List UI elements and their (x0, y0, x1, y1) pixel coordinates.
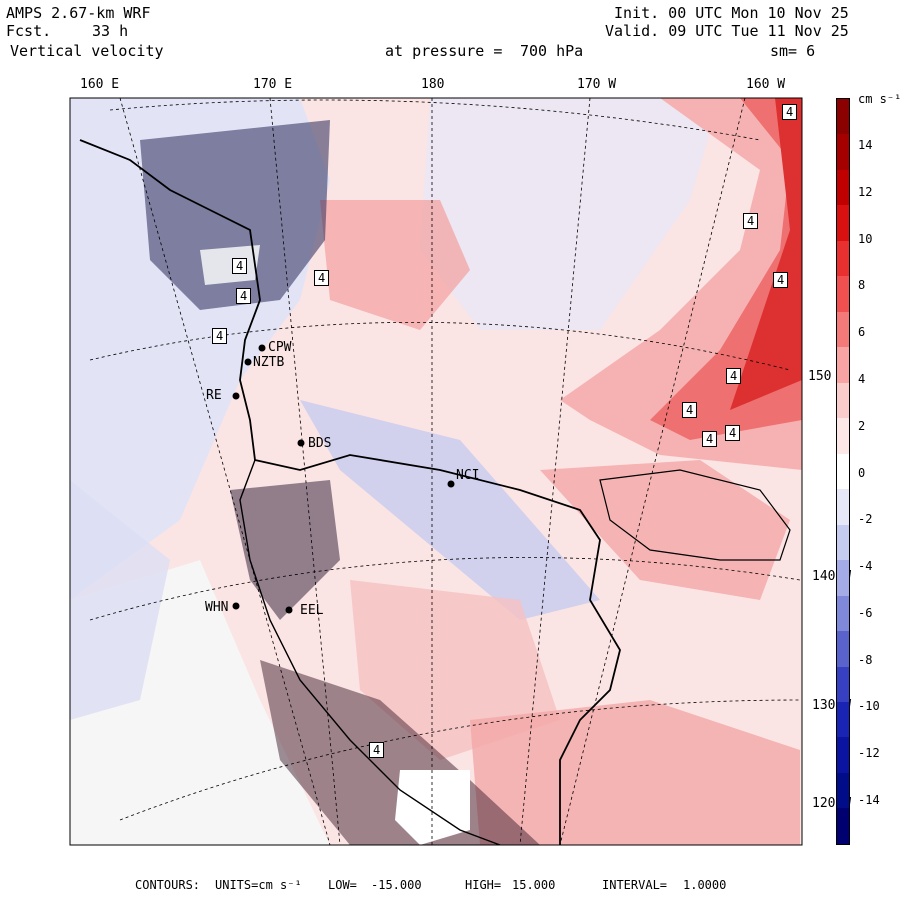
station-nztb: NZTB (253, 355, 285, 370)
station-cpw: CPW (268, 340, 292, 355)
station-nci: NCI (456, 468, 480, 483)
colorbar-tick-label: -2 (858, 512, 873, 527)
footer-low-label: LOW= (328, 878, 357, 892)
colorbar-segment (837, 772, 849, 809)
colorbar-tick-label: 14 (858, 138, 873, 152)
contour-marker: 4 (726, 368, 742, 384)
station-re: RE (206, 388, 222, 403)
colorbar-segment (837, 737, 849, 773)
station-dot-nci (447, 480, 455, 488)
contour-marker: 4 (236, 288, 252, 304)
contour-marker: 4 (702, 431, 718, 447)
colorbar-segment (837, 524, 849, 561)
colorbar-segment (837, 453, 849, 490)
colorbar-segment (837, 99, 849, 135)
contour-marker: 4 (682, 402, 698, 418)
station-eel: EEL (300, 603, 324, 618)
contour-marker: 4 (743, 213, 759, 229)
colorbar-segment (837, 595, 849, 632)
footer-high-value: 15.000 (512, 878, 556, 892)
footer-interval-label: INTERVAL= (602, 878, 668, 892)
lon-label-160e: 160 E (80, 77, 120, 92)
colorbar-tick-label: 6 (858, 325, 866, 340)
colorbar-segment (837, 347, 849, 383)
station-dot-cpw (258, 344, 266, 352)
colorbar-tick-label: 12 (858, 184, 873, 199)
colorbar-segment (837, 205, 849, 241)
colorbar-segment (837, 808, 849, 844)
colorbar-segment (837, 276, 849, 312)
colorbar-segment (837, 311, 849, 348)
contour-marker: 4 (725, 425, 741, 441)
station-dot-re (232, 392, 240, 400)
contour-marker: 4 (369, 742, 385, 758)
pressure-label: at pressure = (385, 42, 503, 60)
colorbar-segment (837, 382, 849, 419)
colorbar-tick-label: 2 (858, 418, 866, 433)
lon-label-170w: 170 W (577, 77, 617, 92)
colorbar-segment (837, 240, 849, 277)
station-dot-whn (232, 602, 240, 610)
station-whn: WHN (205, 600, 229, 615)
contour-marker: 4 (232, 258, 248, 274)
colorbar-tick-label: 8 (858, 278, 866, 293)
colorbar-tick-label: -8 (858, 652, 873, 667)
contour-marker: 4 (782, 104, 798, 120)
forecast-hours: 33 h (92, 22, 129, 40)
colorbar-segment (837, 489, 849, 525)
colorbar-tick-label: 10 (858, 231, 873, 246)
colorbar-segment (837, 418, 849, 454)
model-title: AMPS 2.67-km WRF (6, 4, 151, 22)
station-dot-bds (297, 439, 305, 447)
station-dot-eel (285, 606, 293, 614)
smoothing-value: sm= 6 (770, 42, 816, 60)
pressure-value: 700 hPa (520, 42, 584, 60)
lon-label-170e: 170 E (253, 77, 293, 92)
colorbar-tick-label: -6 (858, 605, 873, 620)
colorbar-units: cm s⁻¹ (858, 92, 900, 106)
colorbar-tick-label: -14 (858, 793, 880, 807)
colorbar-tick-label: -10 (858, 699, 880, 714)
colorbar-tick-label: 0 (858, 465, 866, 480)
colorbar-segment (837, 134, 849, 170)
footer-contours-label: CONTOURS: (135, 878, 201, 892)
colorbar-segment (837, 631, 849, 667)
footer-units: UNITS=cm s⁻¹ (215, 878, 302, 892)
contour-marker: 4 (314, 270, 330, 286)
lon-label-180: 180 (421, 77, 445, 92)
colorbar-segment (837, 169, 849, 206)
forecast-label: Fcst. (6, 22, 52, 40)
station-dot-nztb (244, 358, 252, 366)
colorbar-segment (837, 666, 849, 702)
init-time: Init. 00 UTC Mon 10 Nov 25 (614, 4, 849, 22)
footer-high-label: HIGH= (465, 878, 502, 892)
colorbar (836, 98, 850, 845)
field-name: Vertical velocity (10, 42, 164, 60)
footer-low-value: -15.000 (371, 878, 422, 892)
colorbar-segment (837, 701, 849, 738)
station-bds: BDS (308, 436, 332, 451)
colorbar-tick-label: -4 (858, 559, 873, 574)
lon-label-160w: 160 W (746, 77, 786, 92)
colorbar-tick-label: -12 (858, 746, 880, 761)
colorbar-tick-label: 4 (858, 371, 866, 386)
valid-time: Valid. 09 UTC Tue 11 Nov 25 (605, 22, 849, 40)
footer-interval-value: 1.0000 (683, 878, 727, 892)
contour-marker: 4 (773, 272, 789, 288)
contour-marker: 4 (212, 328, 228, 344)
colorbar-segment (837, 560, 849, 596)
